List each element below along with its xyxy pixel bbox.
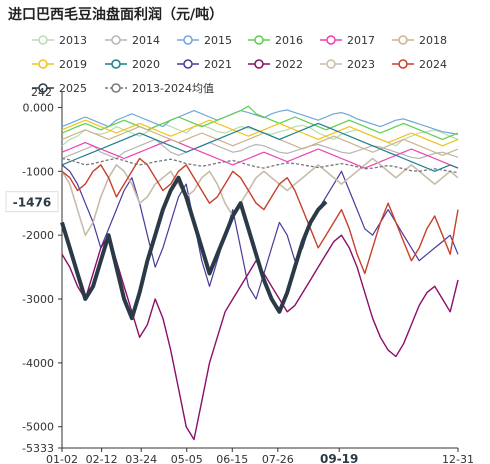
legend-label: 2023 bbox=[347, 58, 375, 71]
legend-item[interactable]: 2015 bbox=[177, 34, 232, 47]
legend-marker-icon bbox=[254, 59, 264, 69]
legend-marker-icon bbox=[254, 35, 264, 45]
legend-item[interactable]: 2025 bbox=[32, 82, 87, 95]
legend-marker-icon bbox=[398, 35, 408, 45]
legend-label: 2018 bbox=[419, 34, 447, 47]
legend-item[interactable]: 2023 bbox=[320, 58, 375, 71]
legend-marker-icon bbox=[38, 35, 48, 45]
legend-item[interactable]: 2024 bbox=[392, 58, 447, 71]
y-tick-label: -5000 bbox=[22, 421, 54, 434]
legend-label: 2022 bbox=[275, 58, 303, 71]
legend-label: 2024 bbox=[419, 58, 447, 71]
legend-marker-icon bbox=[398, 59, 408, 69]
legend-label: 2021 bbox=[204, 58, 232, 71]
x-tick-label: 01-02 bbox=[46, 453, 78, 464]
legend-marker-icon bbox=[38, 83, 48, 93]
legend-marker-icon bbox=[326, 59, 336, 69]
legend-marker-icon bbox=[111, 59, 121, 69]
legend-marker-icon bbox=[111, 83, 121, 93]
x-tick-label: 02-12 bbox=[86, 453, 118, 464]
legend-label: 2015 bbox=[204, 34, 232, 47]
legend-label: 2013 bbox=[59, 34, 87, 47]
legend-item[interactable]: 2021 bbox=[177, 58, 232, 71]
legend-label: 2020 bbox=[132, 58, 160, 71]
legend-item[interactable]: 2013-2024均值 bbox=[105, 82, 214, 95]
legend-item[interactable]: 2018 bbox=[392, 34, 447, 47]
series-line-2018 bbox=[61, 125, 459, 156]
x-tick-label: 06-15 bbox=[216, 453, 248, 464]
x-tick-label: 12-31 bbox=[442, 453, 474, 464]
legend-item[interactable]: 2013 bbox=[32, 34, 87, 47]
legend-item[interactable]: 2017 bbox=[320, 34, 375, 47]
legend-marker-icon bbox=[183, 35, 193, 45]
x-tick-label: 03-24 bbox=[125, 453, 157, 464]
plot-area bbox=[60, 105, 459, 441]
legend-label: 2013-2024均值 bbox=[132, 82, 214, 95]
legend-marker-icon bbox=[111, 35, 121, 45]
series-line-2017 bbox=[61, 138, 459, 169]
y-tick-label: 0.000 bbox=[23, 101, 55, 114]
y-tick-label: -2000 bbox=[22, 229, 54, 242]
x-highlight-label: 09-19 bbox=[320, 452, 358, 464]
legend-label: 2017 bbox=[347, 34, 375, 47]
legend-item[interactable]: 2020 bbox=[105, 58, 160, 71]
legend-item[interactable]: 2022 bbox=[248, 58, 303, 71]
x-tick-label: 07-26 bbox=[262, 453, 294, 464]
series-line-2024 bbox=[61, 157, 459, 275]
series-line-2021 bbox=[61, 164, 459, 300]
legend-item[interactable]: 2019 bbox=[32, 58, 87, 71]
legend-item[interactable]: 2014 bbox=[105, 34, 160, 47]
series-line-2013-2024均值 bbox=[61, 157, 459, 174]
y-tick-label: -1000 bbox=[22, 165, 54, 178]
legend: 2013 2014 2015 2016 2017 2018 2019 2020 2021 2022… bbox=[32, 34, 447, 95]
y-highlight-label: -1476 bbox=[13, 196, 51, 210]
series-line-2014 bbox=[61, 138, 459, 160]
legend-label: 2019 bbox=[59, 58, 87, 71]
chart-title: 进口巴西毛豆油盘面利润（元/吨） bbox=[8, 7, 224, 23]
x-tick-label: 05-05 bbox=[171, 453, 203, 464]
y-highlight-box bbox=[5, 191, 59, 213]
series-line-2016 bbox=[61, 105, 459, 140]
y-tick-label: -4000 bbox=[22, 357, 54, 370]
legend-label: 2014 bbox=[132, 34, 160, 47]
legend-label: 2025 bbox=[59, 82, 87, 95]
y-max-label: 242 bbox=[31, 86, 52, 99]
series-line-2015 bbox=[61, 109, 459, 135]
series-line-2025 bbox=[60, 175, 328, 321]
legend-item[interactable]: 2016 bbox=[248, 34, 303, 47]
legend-marker-icon bbox=[326, 35, 336, 45]
axes: 0.000 -1000 -2000 -3000 -4000 -5000 -5333 242 -1… bbox=[5, 86, 474, 464]
series-line-2020 bbox=[61, 122, 459, 172]
y-tick-label: -3000 bbox=[22, 293, 54, 306]
legend-marker-icon bbox=[38, 59, 48, 69]
legend-marker-icon bbox=[183, 59, 193, 69]
legend-label: 2016 bbox=[275, 34, 303, 47]
y-tick-label: -5333 bbox=[22, 442, 54, 455]
